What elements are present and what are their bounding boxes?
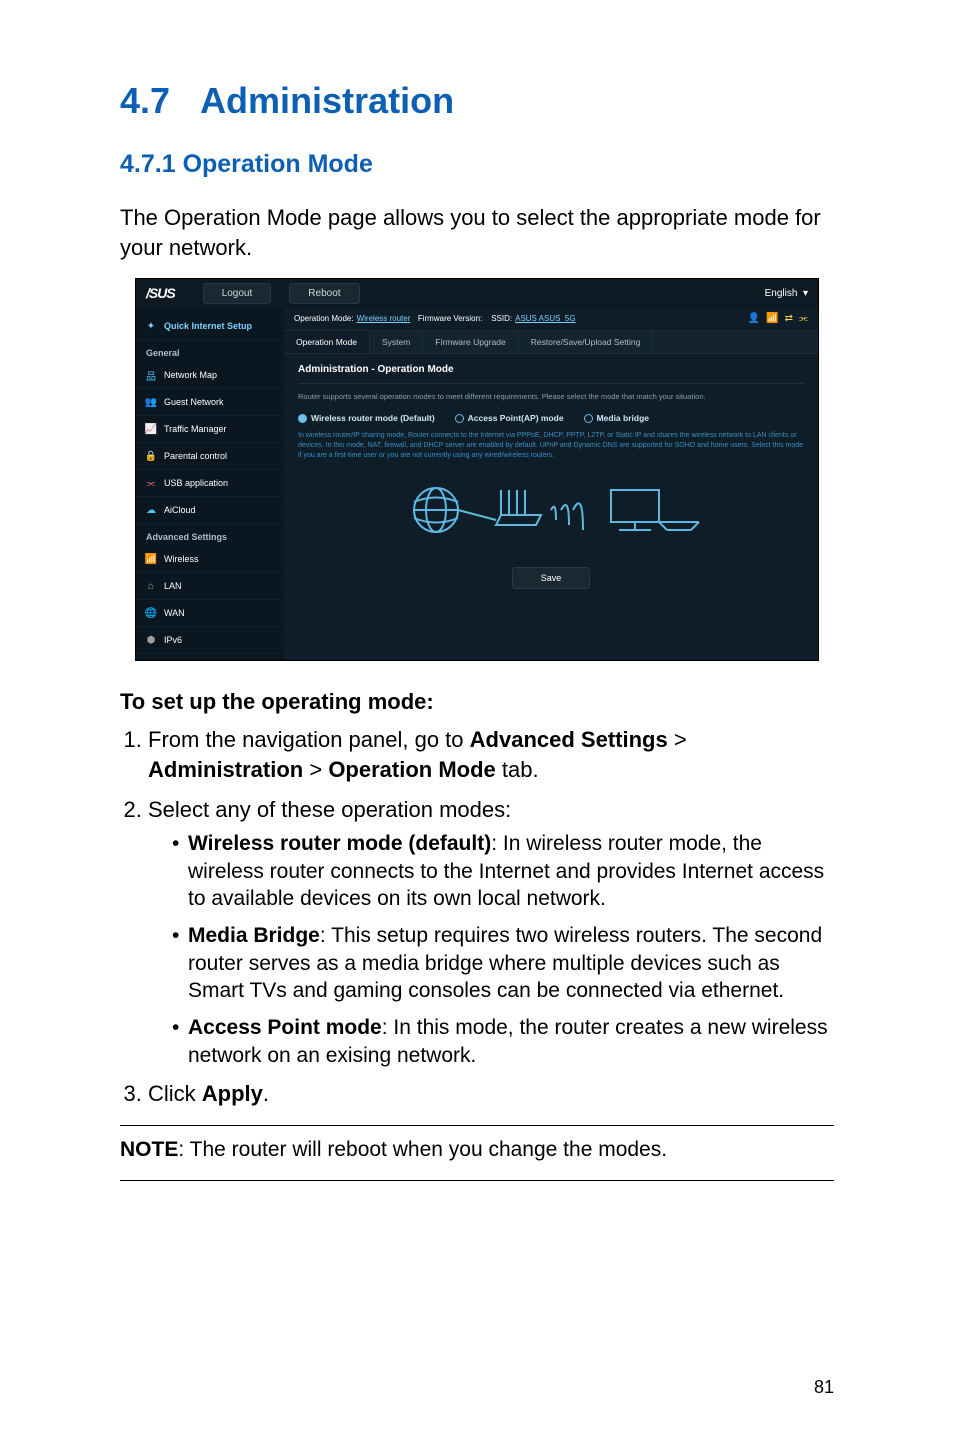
sidebar-heading-advanced: Advanced Settings — [136, 524, 284, 546]
radio-media-bridge[interactable]: Media bridge — [584, 413, 649, 423]
traffic-icon: 📈 — [144, 422, 158, 436]
sidebar-item-aicloud[interactable]: ☁AiCloud — [136, 497, 284, 524]
signal-icon: 📶 — [766, 313, 778, 324]
status-bar: Operation Mode: Wireless router Firmware… — [284, 307, 818, 330]
status-icons: 👤 📶 ⇄ ⫘ — [748, 313, 808, 324]
mode-item-media-bridge: Media Bridge: This setup requires two wi… — [172, 922, 834, 1004]
instruction-step-2: Select any of these operation modes: Wir… — [148, 795, 834, 1069]
panel-title: Administration - Operation Mode — [298, 364, 804, 375]
sidebar-item-qis[interactable]: ✦ Quick Internet Setup — [136, 313, 284, 340]
network-diagram — [298, 475, 804, 545]
sidebar-item-wireless[interactable]: 📶Wireless — [136, 546, 284, 573]
radio-dot-icon — [298, 414, 307, 423]
panel-description: Router supports several operation modes … — [298, 392, 804, 401]
cloud-icon: ☁ — [144, 503, 158, 517]
intro-paragraph: The Operation Mode page allows you to se… — [120, 203, 834, 262]
diagram-svg — [401, 475, 701, 545]
sidebar-item-wan[interactable]: 🌐WAN — [136, 600, 284, 627]
usb-icon: ⫘ — [144, 476, 158, 490]
ipv6-icon: ⬢ — [144, 633, 158, 647]
network-icon: 品 — [144, 368, 158, 382]
mode-description: In wireless router/IP sharing mode, Rout… — [298, 431, 804, 460]
tab-system[interactable]: System — [370, 331, 423, 353]
mode-item-wireless-router: Wireless router mode (default): In wirel… — [172, 830, 834, 912]
sidebar-item-guest-network[interactable]: 👥Guest Network — [136, 389, 284, 416]
mode-list: Wireless router mode (default): In wirel… — [148, 830, 834, 1068]
sidebar-item-parental-control[interactable]: 🔒Parental control — [136, 443, 284, 470]
note-divider-top — [120, 1125, 834, 1126]
user-icon: 👤 — [748, 313, 760, 324]
connection-icon: ⇄ — [785, 313, 793, 324]
main-content: Operation Mode: Wireless router Firmware… — [284, 307, 818, 660]
page-number: 81 — [814, 1377, 834, 1398]
sidebar-heading-general: General — [136, 340, 284, 362]
tab-firmware-upgrade[interactable]: Firmware Upgrade — [423, 331, 518, 353]
tab-restore-save-upload[interactable]: Restore/Save/Upload Setting — [519, 331, 654, 353]
tab-operation-mode[interactable]: Operation Mode — [284, 331, 370, 353]
radio-dot-icon — [455, 414, 464, 423]
operation-mode-panel: Administration - Operation Mode Router s… — [284, 354, 818, 606]
reboot-button[interactable]: Reboot — [289, 283, 359, 304]
language-selector[interactable]: English ▾ — [765, 288, 808, 299]
guest-icon: 👥 — [144, 395, 158, 409]
operation-mode-link[interactable]: Wireless router — [357, 314, 411, 323]
divider — [298, 383, 804, 384]
instruction-step-1: From the navigation panel, go to Advance… — [148, 725, 834, 784]
usb-status-icon: ⫘ — [799, 313, 808, 324]
radio-wireless-router[interactable]: Wireless router mode (Default) — [298, 413, 435, 423]
router-admin-screenshot: /SUS Logout Reboot English ▾ ✦ Quick Int… — [135, 278, 819, 661]
instructions-heading: To set up the operating mode: — [120, 689, 834, 715]
instruction-list: From the navigation panel, go to Advance… — [120, 725, 834, 1108]
mode-radio-group: Wireless router mode (Default) Access Po… — [298, 413, 804, 423]
instruction-step-3: Click Apply. — [148, 1079, 834, 1109]
lock-icon: 🔒 — [144, 449, 158, 463]
home-icon: ⌂ — [144, 579, 158, 593]
wand-icon: ✦ — [144, 319, 158, 333]
tab-bar: Operation Mode System Firmware Upgrade R… — [284, 330, 818, 354]
sidebar: ✦ Quick Internet Setup General 品Network … — [136, 307, 284, 660]
section-heading: 4.7 Administration — [120, 80, 834, 122]
sidebar-item-lan[interactable]: ⌂LAN — [136, 573, 284, 600]
asus-logo: /SUS — [146, 285, 175, 301]
ssid-link[interactable]: ASUS ASUS_5G — [515, 314, 575, 323]
mode-item-access-point: Access Point mode: In this mode, the rou… — [172, 1014, 834, 1069]
wifi-icon: 📶 — [144, 552, 158, 566]
sidebar-item-ipv6[interactable]: ⬢IPv6 — [136, 627, 284, 654]
subsection-heading: 4.7.1 Operation Mode — [120, 150, 834, 179]
globe-icon: 🌐 — [144, 606, 158, 620]
section-title-text: Administration — [200, 80, 454, 121]
note-text: NOTE: The router will reboot when you ch… — [120, 1136, 834, 1164]
logout-button[interactable]: Logout — [203, 283, 272, 304]
section-number: 4.7 — [120, 80, 170, 121]
sidebar-item-usb-application[interactable]: ⫘USB application — [136, 470, 284, 497]
sidebar-item-traffic-manager[interactable]: 📈Traffic Manager — [136, 416, 284, 443]
save-button[interactable]: Save — [512, 567, 591, 589]
subsection-number: 4.7.1 — [120, 150, 176, 178]
note-divider-bottom — [120, 1180, 834, 1181]
radio-dot-icon — [584, 414, 593, 423]
sidebar-item-network-map[interactable]: 品Network Map — [136, 362, 284, 389]
subsection-title-text: Operation Mode — [183, 150, 373, 178]
top-bar: /SUS Logout Reboot English ▾ — [136, 279, 818, 307]
radio-access-point[interactable]: Access Point(AP) mode — [455, 413, 564, 423]
